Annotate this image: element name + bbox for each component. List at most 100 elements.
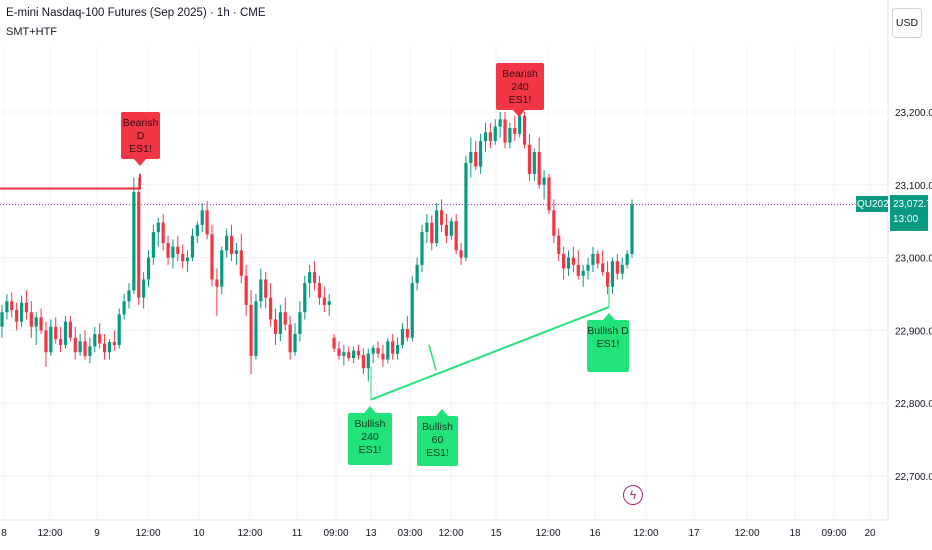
candle-body bbox=[288, 324, 292, 353]
candle-body bbox=[137, 192, 141, 298]
candle-body bbox=[435, 210, 439, 244]
candle-body bbox=[151, 232, 155, 258]
bullish-240-pointer bbox=[364, 406, 376, 413]
candle-body bbox=[278, 312, 282, 335]
candle-body bbox=[361, 355, 365, 369]
candle-body bbox=[581, 270, 585, 276]
time-tick-label: 9 bbox=[94, 528, 100, 539]
candle-body bbox=[322, 297, 326, 305]
time-tick-label: 15 bbox=[490, 528, 502, 539]
price-tick-label: 22,900.00 bbox=[895, 326, 932, 337]
candle-body bbox=[610, 261, 615, 287]
currency-button[interactable]: USD bbox=[892, 8, 922, 38]
bearish-240-label: Bearish 240 ES1! bbox=[496, 63, 544, 110]
candle-body bbox=[190, 235, 195, 258]
candle-body bbox=[249, 304, 253, 356]
candle-body bbox=[601, 263, 605, 273]
candle-body bbox=[176, 246, 180, 254]
candle-body bbox=[303, 283, 307, 313]
price-tick-label: 22,800.00 bbox=[895, 399, 932, 410]
candle-body bbox=[381, 353, 385, 360]
candle-body bbox=[220, 250, 224, 287]
candle-body bbox=[234, 250, 239, 254]
time-tick-label: 03:00 bbox=[397, 528, 422, 539]
candle-body bbox=[264, 279, 268, 298]
candle-body bbox=[513, 128, 517, 134]
candle-body bbox=[474, 152, 478, 167]
candle-body bbox=[518, 115, 522, 134]
candle-body bbox=[229, 235, 234, 254]
time-tick-label: 12:00 bbox=[535, 528, 560, 539]
candle-body bbox=[498, 119, 502, 127]
candle-body bbox=[44, 330, 48, 353]
time-tick-label: 13 bbox=[365, 528, 377, 539]
candle-body bbox=[10, 301, 14, 311]
candle-body bbox=[63, 321, 68, 345]
symbol-title[interactable]: E-mini Nasdaq-100 Futures (Sep 2025) · 1… bbox=[6, 7, 266, 19]
candle-body bbox=[34, 317, 38, 327]
lightning-icon[interactable]: ϟ bbox=[623, 485, 643, 505]
candle-body bbox=[102, 343, 107, 353]
candle-body bbox=[464, 162, 468, 258]
candle-body bbox=[591, 253, 595, 265]
bullish-d-pointer bbox=[603, 313, 615, 320]
candle-body bbox=[98, 334, 102, 344]
candle-body bbox=[615, 261, 619, 274]
candle-body bbox=[415, 264, 419, 284]
candle-body bbox=[488, 132, 492, 142]
candle-body bbox=[420, 232, 424, 265]
time-tick-label: 12:00 bbox=[237, 528, 262, 539]
candle-body bbox=[59, 339, 63, 345]
candle-body bbox=[293, 334, 297, 353]
bullish-60-line bbox=[428, 344, 437, 371]
candle-body bbox=[122, 301, 126, 315]
time-tick-label: 12:00 bbox=[633, 528, 658, 539]
candle-body bbox=[571, 257, 575, 265]
candle-body bbox=[19, 302, 24, 322]
candle-body bbox=[312, 272, 317, 284]
time-tick-label: 16 bbox=[589, 528, 601, 539]
candle-body bbox=[449, 221, 453, 236]
bullish-240-label: Bullish 240 ES1! bbox=[348, 413, 392, 465]
candle-body bbox=[439, 210, 444, 225]
candle-body bbox=[185, 257, 190, 262]
candle-body bbox=[210, 234, 214, 280]
candle-body bbox=[376, 347, 380, 354]
candle-body bbox=[395, 344, 400, 354]
candle-body bbox=[200, 210, 204, 225]
candle-body bbox=[630, 204, 634, 254]
candle-body bbox=[371, 347, 375, 354]
candle-body bbox=[542, 177, 546, 185]
candle-body bbox=[459, 250, 463, 258]
price-tick-label: 22,700.00 bbox=[895, 472, 932, 483]
time-tick-label: 17 bbox=[688, 528, 700, 539]
candle-body bbox=[78, 341, 82, 353]
bearish-240-pointer bbox=[513, 110, 525, 117]
bearish-d-pointer bbox=[134, 159, 146, 166]
candle-body bbox=[0, 312, 4, 327]
candle-body bbox=[620, 264, 624, 274]
candle-body bbox=[493, 126, 497, 142]
time-tick-label: 8 bbox=[1, 528, 7, 539]
last-price-value: 23,072.75 bbox=[893, 199, 932, 210]
candle-body bbox=[161, 222, 165, 244]
candle-body bbox=[430, 222, 434, 244]
candle-body bbox=[146, 257, 151, 280]
candle-body bbox=[532, 152, 536, 174]
bearish-d-label: Bearish D ES1! bbox=[121, 112, 160, 159]
candle-body bbox=[605, 272, 610, 287]
candle-body bbox=[400, 328, 405, 345]
candle-body bbox=[132, 192, 136, 291]
candle-body bbox=[576, 264, 580, 276]
candle-body bbox=[273, 319, 278, 335]
time-tick-label: 12:00 bbox=[135, 528, 160, 539]
indicator-legend[interactable]: SMT+HTF bbox=[6, 26, 58, 38]
time-tick-label: 12:00 bbox=[734, 528, 759, 539]
candle-body bbox=[83, 341, 87, 356]
bearish-d-line bbox=[0, 173, 141, 190]
candle-body bbox=[479, 141, 483, 167]
candle-body bbox=[557, 235, 561, 254]
candle-body bbox=[24, 302, 29, 313]
